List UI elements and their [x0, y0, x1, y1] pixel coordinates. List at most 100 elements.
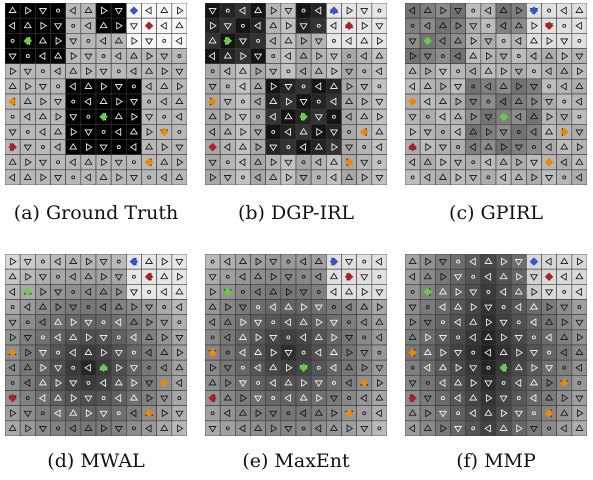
- policy-arrow-left: [360, 318, 367, 327]
- policy-arrow-down: [423, 395, 432, 403]
- grid-cell: [556, 329, 573, 346]
- policy-arrow-up: [238, 142, 247, 150]
- grid-cell: [205, 154, 221, 171]
- grid-cell: [235, 3, 251, 19]
- grid-cell: [356, 93, 373, 110]
- grid-cell: [495, 420, 512, 436]
- grid-cell: [326, 63, 342, 80]
- policy-arrow-down: [560, 38, 569, 46]
- policy-arrow-down: [69, 38, 78, 46]
- grid-cell: [295, 375, 312, 391]
- grid-cell: [205, 63, 221, 80]
- policy-arrow-down: [175, 335, 184, 342]
- policy-arrow-right: [55, 112, 63, 121]
- policy-stay-marker: [471, 350, 476, 355]
- grid-cell: [110, 33, 127, 49]
- grid-cell: [556, 48, 573, 64]
- grid-cell: [326, 48, 342, 64]
- grid-cell: [419, 390, 436, 406]
- grid-cell: [556, 284, 573, 300]
- policy-arrow-left: [560, 272, 567, 281]
- policy-arrow-up: [299, 127, 308, 135]
- grid-cell: [526, 268, 542, 285]
- grid-cell: [50, 48, 66, 64]
- grid-cell: [571, 33, 587, 49]
- grid-cell: [156, 63, 173, 80]
- grid-cell: [95, 390, 112, 406]
- policy-arrow-down: [238, 38, 247, 46]
- policy-stay-marker: [10, 305, 15, 309]
- grid-cell: [171, 314, 187, 331]
- grid-cell: [510, 375, 527, 391]
- policy-arrow-up: [223, 393, 232, 401]
- policy-arrow-up: [575, 158, 584, 165]
- grid-cell: [65, 268, 82, 285]
- grid-cell: [480, 284, 497, 300]
- policy-arrow-left: [208, 52, 215, 61]
- policy-arrow-left: [514, 112, 522, 121]
- grid-cell: [405, 254, 421, 270]
- policy-arrow-up: [99, 21, 108, 29]
- grid-cell: [280, 154, 297, 171]
- policy-arrow-up: [129, 51, 138, 59]
- grid-cell: [235, 78, 251, 95]
- grid-cell: [19, 299, 36, 315]
- grid-cell: [356, 299, 373, 315]
- grid-cell: [126, 154, 142, 171]
- grid-cell: [480, 169, 497, 185]
- grid-cell: [235, 420, 251, 436]
- policy-arrow-up: [560, 142, 569, 150]
- policy-arrow-right: [25, 424, 32, 433]
- grid-cell: [310, 108, 327, 125]
- policy-arrow-right: [516, 158, 523, 167]
- policy-arrow-down: [360, 350, 369, 357]
- policy-arrow-down: [375, 99, 384, 106]
- grid-cell: [571, 268, 587, 285]
- grid-cell: [250, 329, 266, 346]
- policy-arrow-right: [225, 112, 232, 121]
- policy-arrow-up: [23, 21, 32, 29]
- grid-cell: [35, 3, 51, 19]
- policy-arrow-down: [299, 99, 308, 106]
- grid-cell: [19, 268, 36, 285]
- grid-cell: [205, 48, 221, 64]
- grid-cell: [571, 169, 587, 185]
- policy-stay-marker: [516, 54, 521, 58]
- grid-cell: [141, 48, 157, 64]
- grid-cell: [435, 405, 451, 422]
- policy-arrow-left: [114, 318, 122, 327]
- policy-arrow-left: [253, 287, 261, 296]
- policy-arrow-right: [55, 36, 63, 45]
- policy-arrow-up: [84, 6, 93, 13]
- grid-cell: [5, 48, 21, 64]
- policy-arrow-left: [453, 52, 461, 61]
- grid-cell: [435, 329, 451, 346]
- policy-arrow-right: [455, 173, 463, 182]
- policy-arrow-left: [484, 6, 491, 15]
- policy-arrow-up: [345, 287, 354, 295]
- grid-cell: [65, 33, 82, 49]
- policy-stay-marker: [241, 23, 245, 28]
- grid-cell: [95, 63, 112, 80]
- grid-cell: [371, 329, 387, 346]
- grid-cell: [310, 139, 327, 155]
- grid-cell: [171, 139, 187, 155]
- grid-cell: [110, 329, 127, 346]
- grid-cell: [356, 254, 373, 270]
- feature-marker: [529, 6, 539, 15]
- policy-arrow-up: [529, 302, 538, 310]
- policy-arrow-right: [546, 378, 554, 387]
- grid-cell: [50, 108, 66, 125]
- policy-arrow-right: [440, 82, 448, 91]
- policy-stay-marker: [377, 426, 382, 431]
- grid-cell: [171, 154, 187, 171]
- grid-cell: [141, 390, 157, 406]
- policy-arrow-up: [38, 112, 47, 120]
- grid-cell: [356, 33, 373, 49]
- policy-stay-marker: [225, 426, 230, 431]
- policy-arrow-left: [499, 287, 506, 296]
- policy-stay-marker: [177, 130, 182, 134]
- grid-cell: [541, 78, 557, 95]
- grid-cell: [480, 299, 497, 315]
- grid-cell: [235, 154, 251, 171]
